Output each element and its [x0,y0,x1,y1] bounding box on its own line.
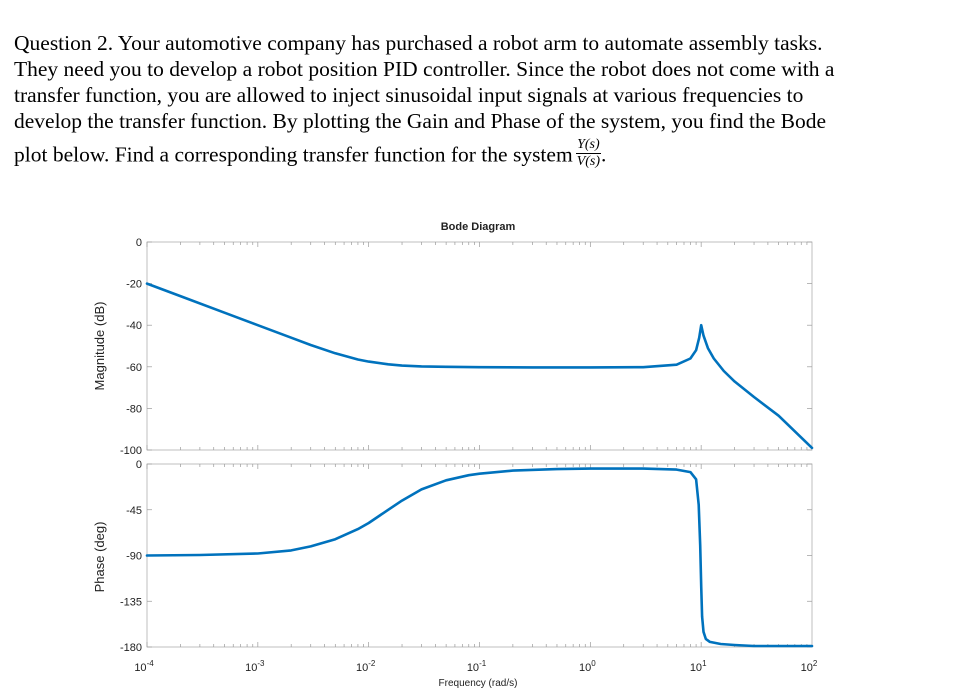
magnitude-y-tick-label: -80 [126,403,142,415]
x-tick-label: 10-3 [245,659,265,674]
fraction-numerator: Y(s) [575,137,602,154]
question-period: . [601,142,607,167]
x-axis-label: Frequency (rad/s) [439,678,518,689]
magnitude-y-tick-label: 0 [136,237,142,249]
chart-title: Bode Diagram [441,221,516,233]
x-tick-label: 102 [801,659,818,674]
x-tick-label: 10-4 [134,659,154,674]
transfer-function-fraction: Y(s) V(s) [575,137,602,170]
question-line-text: plot below. Find a corresponding transfe… [14,142,573,167]
phase-y-tick-label: -90 [126,551,142,563]
magnitude-ylabel: Magnitude (dB) [92,302,107,391]
x-tick-labels: 10-4 10-3 10-2 10-1 100 101 102 [134,659,818,674]
x-tick-label: 101 [690,659,707,674]
magnitude-y-tick-label: -40 [126,320,142,332]
x-tick-label: 10-2 [356,659,376,674]
phase-y-tick-label: -180 [120,642,142,654]
phase-y-tick-label: 0 [136,459,142,471]
question-text: Question 2. Your automotive company has … [14,30,949,173]
magnitude-frame [146,241,813,451]
question-line: They need you to develop a robot positio… [14,57,835,81]
magnitude-y-tick-label: -60 [126,362,142,374]
x-tick-label: 10-1 [467,659,487,674]
phase-y-tick-label: -45 [126,505,142,517]
magnitude-y-tick-label: -20 [126,279,142,291]
fraction-denominator: V(s) [576,154,601,169]
question-line: transfer function, you are allowed to in… [14,83,804,107]
magnitude-series-line [145,282,814,450]
phase-y-tick-label: -135 [120,596,142,608]
question-last-line: plot below. Find a corresponding transfe… [14,137,949,173]
phase-axes: 0 -45 -90 -135 -180 [120,459,814,654]
phase-series-line [145,467,814,648]
magnitude-y-tick-label: -100 [120,445,142,457]
magnitude-axes: 0 -20 -40 -60 -80 -100 [120,237,814,457]
phase-frame [146,463,813,648]
question-line: Question 2. Your automotive company has … [14,31,823,55]
x-tick-label: 100 [579,659,596,674]
phase-ylabel: Phase (deg) [92,522,107,593]
question-line: develop the transfer function. By plotti… [14,109,827,133]
